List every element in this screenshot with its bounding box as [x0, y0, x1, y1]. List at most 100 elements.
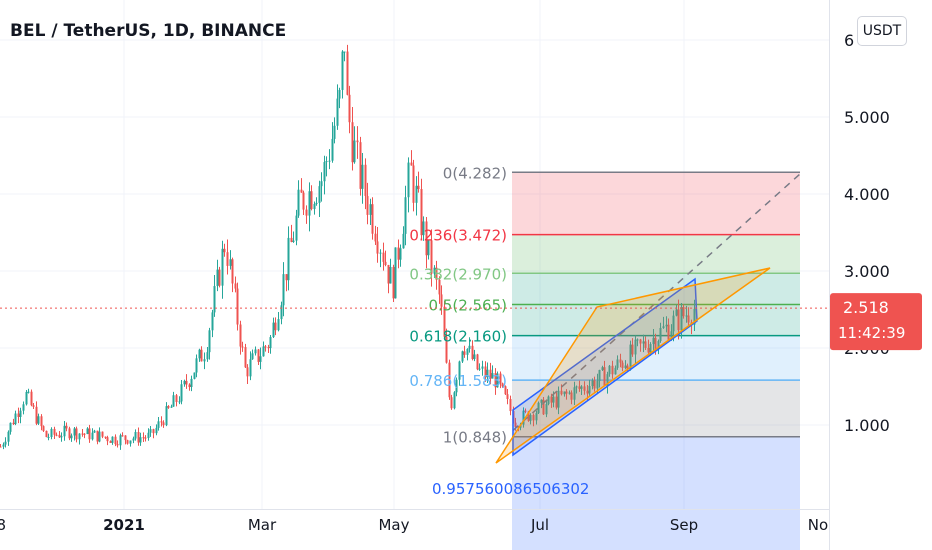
fib-level-label: 0.5(2.565)	[428, 296, 507, 314]
candle	[371, 204, 374, 234]
candle	[183, 380, 186, 385]
candle	[463, 351, 466, 355]
candle	[356, 140, 359, 143]
candle	[244, 347, 247, 368]
candle	[75, 428, 78, 440]
candle	[195, 358, 198, 373]
candle	[481, 366, 484, 369]
candle	[369, 204, 372, 215]
candle	[547, 396, 550, 404]
fib-level-label: 0.618(2.160)	[409, 328, 507, 346]
candle	[7, 431, 10, 442]
candle	[287, 237, 290, 281]
candle	[422, 221, 425, 236]
candle	[410, 162, 413, 166]
candle	[203, 359, 206, 362]
candle	[129, 440, 132, 444]
candle	[443, 306, 446, 337]
candle	[471, 345, 474, 360]
candle	[568, 392, 571, 394]
candle	[81, 433, 84, 435]
fib-level-label: 0.786(1.583)	[409, 372, 507, 390]
candle	[461, 351, 464, 362]
candle	[445, 336, 448, 363]
fib-zone	[512, 172, 800, 235]
candle	[361, 164, 364, 189]
candle	[300, 189, 303, 193]
candle	[397, 247, 400, 260]
candle	[499, 373, 502, 384]
x-tick-label: 8	[0, 516, 6, 534]
candle	[535, 413, 538, 421]
candle	[491, 373, 494, 379]
candle	[552, 396, 555, 403]
candle	[12, 422, 15, 425]
fib-zone	[512, 234, 800, 274]
candle	[4, 441, 7, 445]
candle	[325, 161, 328, 163]
candle	[484, 366, 487, 378]
candle	[262, 346, 265, 357]
candle	[2, 444, 5, 447]
candle	[132, 438, 135, 441]
candle	[257, 349, 260, 362]
candle	[407, 162, 410, 198]
candle	[545, 403, 548, 415]
candle	[32, 405, 35, 407]
candle	[246, 367, 249, 377]
candle	[83, 433, 86, 435]
candle	[652, 337, 655, 345]
candle	[111, 436, 114, 443]
candle	[200, 349, 203, 362]
candle	[596, 381, 599, 389]
candle	[537, 402, 540, 414]
candle	[124, 435, 127, 441]
candle	[165, 406, 168, 426]
candle	[269, 337, 272, 349]
candle	[328, 160, 331, 162]
candle	[172, 395, 175, 407]
candle	[313, 203, 316, 210]
candle	[218, 269, 221, 286]
candle	[25, 391, 28, 405]
candle	[532, 414, 535, 421]
candle	[35, 406, 38, 424]
candle	[565, 391, 568, 394]
candle	[626, 365, 629, 370]
chart-title: BEL / TetherUS, 1D, BINANCE	[10, 21, 287, 41]
candle	[631, 344, 634, 355]
candle	[27, 391, 30, 393]
candle	[478, 368, 481, 370]
candle	[624, 365, 627, 368]
candle	[524, 410, 527, 412]
fib-zone	[512, 273, 800, 305]
candle	[435, 267, 438, 280]
y-tick-label: 5.000	[844, 108, 890, 127]
candle	[167, 406, 170, 408]
fib-level-label: 0.957560086506302	[432, 480, 589, 498]
candle	[466, 348, 469, 355]
candle	[557, 390, 560, 408]
candle	[680, 307, 683, 331]
candle	[522, 410, 525, 425]
candle	[295, 215, 298, 241]
x-tick-label: Jul	[530, 516, 549, 534]
candle	[109, 441, 112, 443]
candle	[489, 369, 492, 379]
candle	[137, 432, 140, 443]
candle	[659, 327, 662, 342]
candle	[188, 384, 191, 388]
candle	[670, 331, 673, 340]
y-tick-label: 6	[844, 31, 854, 50]
candle	[190, 378, 193, 388]
candle	[603, 367, 606, 387]
candle	[672, 315, 675, 332]
candle	[152, 429, 155, 434]
candle	[126, 440, 129, 444]
candle	[323, 162, 326, 182]
currency-button[interactable]: USDT	[857, 16, 907, 46]
candle	[555, 396, 558, 408]
candle	[458, 361, 461, 380]
